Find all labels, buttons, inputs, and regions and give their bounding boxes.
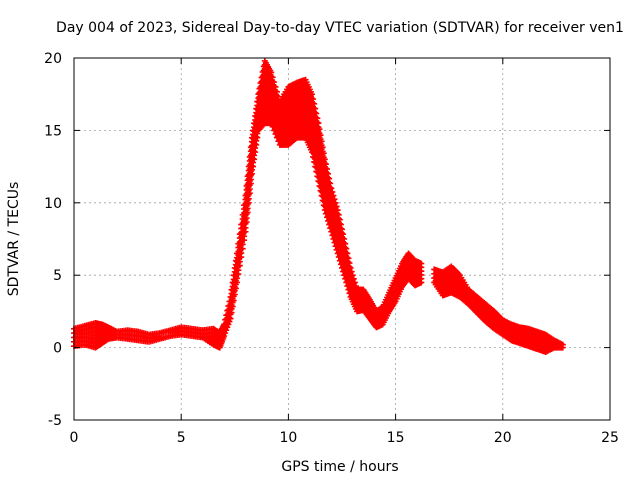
data-point [231,291,238,298]
x-tick-label: 0 [70,430,79,446]
x-tick-label: 10 [279,430,297,446]
data-point [245,199,252,206]
data-point [242,228,249,235]
data-point [225,321,232,328]
data-point [252,149,259,156]
data-point [247,180,254,187]
data-point [253,141,260,148]
data-point [235,270,242,277]
y-axis: -5 0 5 10 15 20 [44,51,610,429]
data-point [250,163,257,170]
x-tick-label: 15 [387,430,405,446]
x-tick-label: 5 [177,430,186,446]
data-point [243,219,250,226]
data-marks [71,57,566,355]
data-point [559,344,566,351]
data-point [227,315,234,322]
data-point [239,245,246,252]
data-point [246,190,253,197]
data-point [224,324,231,331]
data-point [221,333,228,340]
x-axis: 0 5 10 15 20 25 [70,58,619,446]
data-point [248,170,255,177]
data-point [236,262,243,269]
plot-frame [73,57,611,421]
data-point [241,237,248,244]
data-point [229,303,236,310]
y-tick-label: 10 [44,196,62,212]
data-point [233,279,240,286]
data-point [232,285,239,292]
x-axis-label: GPS time / hours [281,459,398,475]
y-tick-label: 15 [44,123,62,139]
data-point [230,297,237,304]
data-point [228,309,235,316]
y-tick-label: 20 [44,51,62,67]
chart-title: Day 004 of 2023, Sidereal Day-to-day VTE… [56,20,624,36]
data-point [254,134,261,141]
data-point [251,156,258,163]
y-tick-label: -5 [48,413,62,429]
y-tick-label: 0 [53,341,62,357]
data-point [418,279,425,286]
x-tick-label: 20 [494,430,512,446]
data-point [226,318,233,325]
data-point [223,327,230,334]
y-tick-label: 5 [53,268,62,284]
x-tick-label: 25 [601,430,619,446]
y-axis-label: SDTVAR / TECUs [6,182,22,297]
data-point [238,254,245,261]
data-point [244,209,251,216]
data-point [222,330,229,337]
